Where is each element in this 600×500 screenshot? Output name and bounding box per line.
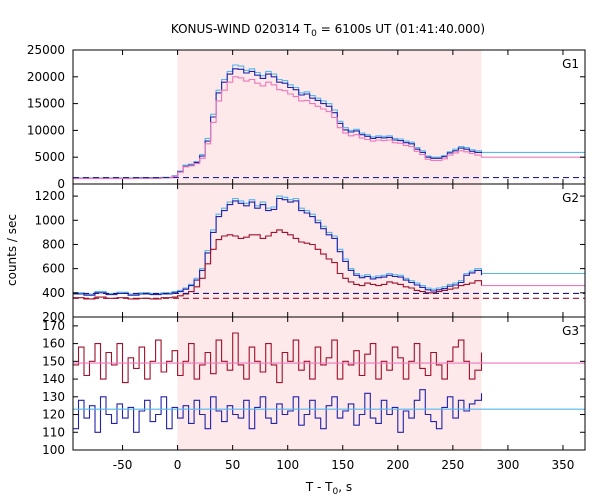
x-tick-label: 300 bbox=[496, 458, 519, 472]
y-tick-label-G2: 600 bbox=[42, 262, 65, 276]
x-tick-label: 250 bbox=[441, 458, 464, 472]
x-tick-label: 200 bbox=[386, 458, 409, 472]
panel-label-G1: G1 bbox=[562, 57, 579, 71]
y-tick-label-G3: 150 bbox=[42, 354, 65, 368]
y-tick-label-G3: 120 bbox=[42, 408, 65, 422]
x-tick-label: 150 bbox=[331, 458, 354, 472]
y-tick-label-G1: 5000 bbox=[34, 150, 65, 164]
x-tick-label: 100 bbox=[276, 458, 299, 472]
y-tick-label-G1: 25000 bbox=[27, 43, 65, 57]
chart-title: KONUS-WIND 020314 T0 = 6100s UT (01:41:4… bbox=[171, 22, 485, 39]
y-tick-label-G3: 130 bbox=[42, 390, 65, 404]
y-tick-label-G3: 160 bbox=[42, 337, 65, 351]
y-tick-label-G3: 170 bbox=[42, 319, 65, 333]
y-axis-label: counts / sec bbox=[5, 214, 19, 286]
panel-label-G3: G3 bbox=[562, 324, 579, 338]
y-tick-label-G2: 200 bbox=[42, 310, 65, 324]
series-line-G1-3 bbox=[73, 76, 585, 180]
x-tick-label: 350 bbox=[552, 458, 575, 472]
x-tick-label: 50 bbox=[225, 458, 240, 472]
series-line-G2-1 bbox=[73, 195, 585, 295]
panel-frame-G3 bbox=[72, 316, 586, 451]
y-tick-label-G2: 1000 bbox=[34, 213, 65, 227]
y-tick-label-G3: 140 bbox=[42, 372, 65, 386]
series-line-G1-1 bbox=[73, 64, 585, 179]
shaded-interval bbox=[177, 50, 482, 450]
y-tick-label-G2: 1200 bbox=[34, 189, 65, 203]
series-line-G3-3 bbox=[73, 389, 483, 433]
y-tick-label-G3: 110 bbox=[42, 425, 65, 439]
y-tick-label-G3: 100 bbox=[42, 443, 65, 457]
series-line-G3-1 bbox=[73, 332, 483, 384]
x-tick-label: 0 bbox=[174, 458, 182, 472]
y-tick-label-G1: 15000 bbox=[27, 97, 65, 111]
panel-label-G2: G2 bbox=[562, 191, 579, 205]
y-tick-label-G1: 20000 bbox=[27, 70, 65, 84]
x-tick-label: -50 bbox=[113, 458, 133, 472]
y-tick-label-G2: 800 bbox=[42, 237, 65, 251]
x-axis-label: T - T0, s bbox=[305, 480, 352, 497]
series-line-G2-3 bbox=[73, 229, 483, 300]
y-tick-label-G2: 400 bbox=[42, 286, 65, 300]
series-line-G2-2 bbox=[73, 197, 483, 296]
y-tick-label-G1: 10000 bbox=[27, 123, 65, 137]
y-tick-label-G1: 0 bbox=[57, 177, 65, 191]
